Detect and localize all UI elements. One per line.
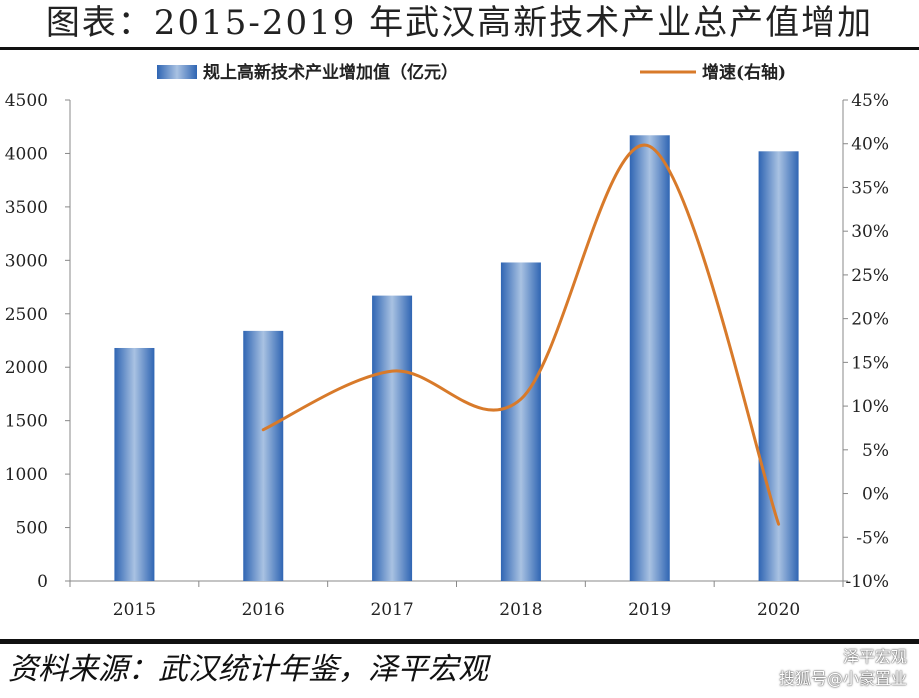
bar-series	[114, 135, 799, 582]
y-left-tick-label: 0	[37, 572, 48, 592]
bar	[758, 151, 799, 581]
y-right-tick-label: 5%	[862, 441, 889, 461]
line-series	[261, 143, 781, 526]
title-rule	[0, 47, 919, 50]
y-right-tick-label: 15%	[851, 353, 889, 373]
x-tick-label: 2018	[499, 600, 542, 620]
bar	[500, 262, 541, 581]
y-right-tick-label: 10%	[851, 397, 889, 417]
y-left-tick-label: 2000	[5, 358, 48, 378]
y-left-tick-label: 3000	[5, 251, 48, 271]
x-tick-label: 2016	[242, 600, 285, 620]
y-left-tick-label: 3500	[5, 198, 48, 218]
bar	[243, 330, 284, 581]
footer-rule	[0, 639, 919, 644]
combo-chart: 规上高新技术产业增加值（亿元） 增速(右轴) 0 500 1000 1500 2000 2…	[5, 62, 889, 620]
y-right-tick-label: 0%	[862, 485, 889, 505]
y-right-tick-label: 25%	[851, 266, 889, 286]
bar	[372, 295, 413, 581]
y-left-tick-label: 500	[16, 519, 48, 539]
y-left-tick-label: 1000	[5, 465, 48, 485]
legend-bar-swatch	[157, 65, 197, 79]
y-right-tick-label: 40%	[851, 135, 889, 155]
y-axis-left-ticks: 0 500 1000 1500 2000 2500 3000 3500 4000 4500	[5, 91, 70, 592]
watermark-brand: 泽平宏观	[737, 646, 907, 668]
y-right-tick-label: -10%	[845, 572, 889, 592]
watermark: 泽平宏观 搜狐号@小豪置业	[737, 646, 907, 690]
watermark-account: 搜狐号@小豪置业	[778, 669, 907, 688]
x-axis-ticks: 2015 2016 2017 2018 2019 2020	[69, 581, 844, 620]
legend-bar-label: 规上高新技术产业增加值（亿元）	[203, 62, 458, 83]
y-right-tick-label: 30%	[851, 222, 889, 242]
y-left-tick-label: 4500	[5, 91, 48, 111]
x-tick-label: 2020	[757, 600, 800, 620]
legend-line-label: 增速(右轴)	[702, 62, 786, 83]
x-tick-label: 2015	[113, 600, 156, 620]
y-axis-right-ticks: -10% -5% 0% 5% 10% 15% 20% 25% 30% 35% 40% 45%	[843, 91, 889, 592]
wechat-icon	[821, 650, 839, 664]
watermark-brand-text: 泽平宏观	[842, 647, 907, 666]
legend: 规上高新技术产业增加值（亿元） 增速(右轴)	[157, 62, 786, 83]
bar	[114, 347, 155, 581]
y-right-tick-label: 35%	[851, 178, 889, 198]
growth-line	[261, 143, 781, 526]
source-note: 资料来源：武汉统计年鉴，泽平宏观	[8, 652, 488, 687]
y-left-tick-label: 4000	[5, 144, 48, 164]
x-tick-label: 2017	[370, 600, 413, 620]
y-right-tick-label: -5%	[856, 528, 889, 548]
y-right-tick-label: 20%	[851, 310, 889, 330]
page-title: 图表：2015-2019 年武汉高新技术产业总产值增加	[45, 3, 874, 43]
y-right-tick-label: 45%	[851, 91, 889, 111]
y-left-tick-label: 2500	[5, 305, 48, 325]
x-tick-label: 2019	[628, 600, 671, 620]
bar	[629, 135, 670, 582]
y-left-tick-label: 1500	[5, 412, 48, 432]
